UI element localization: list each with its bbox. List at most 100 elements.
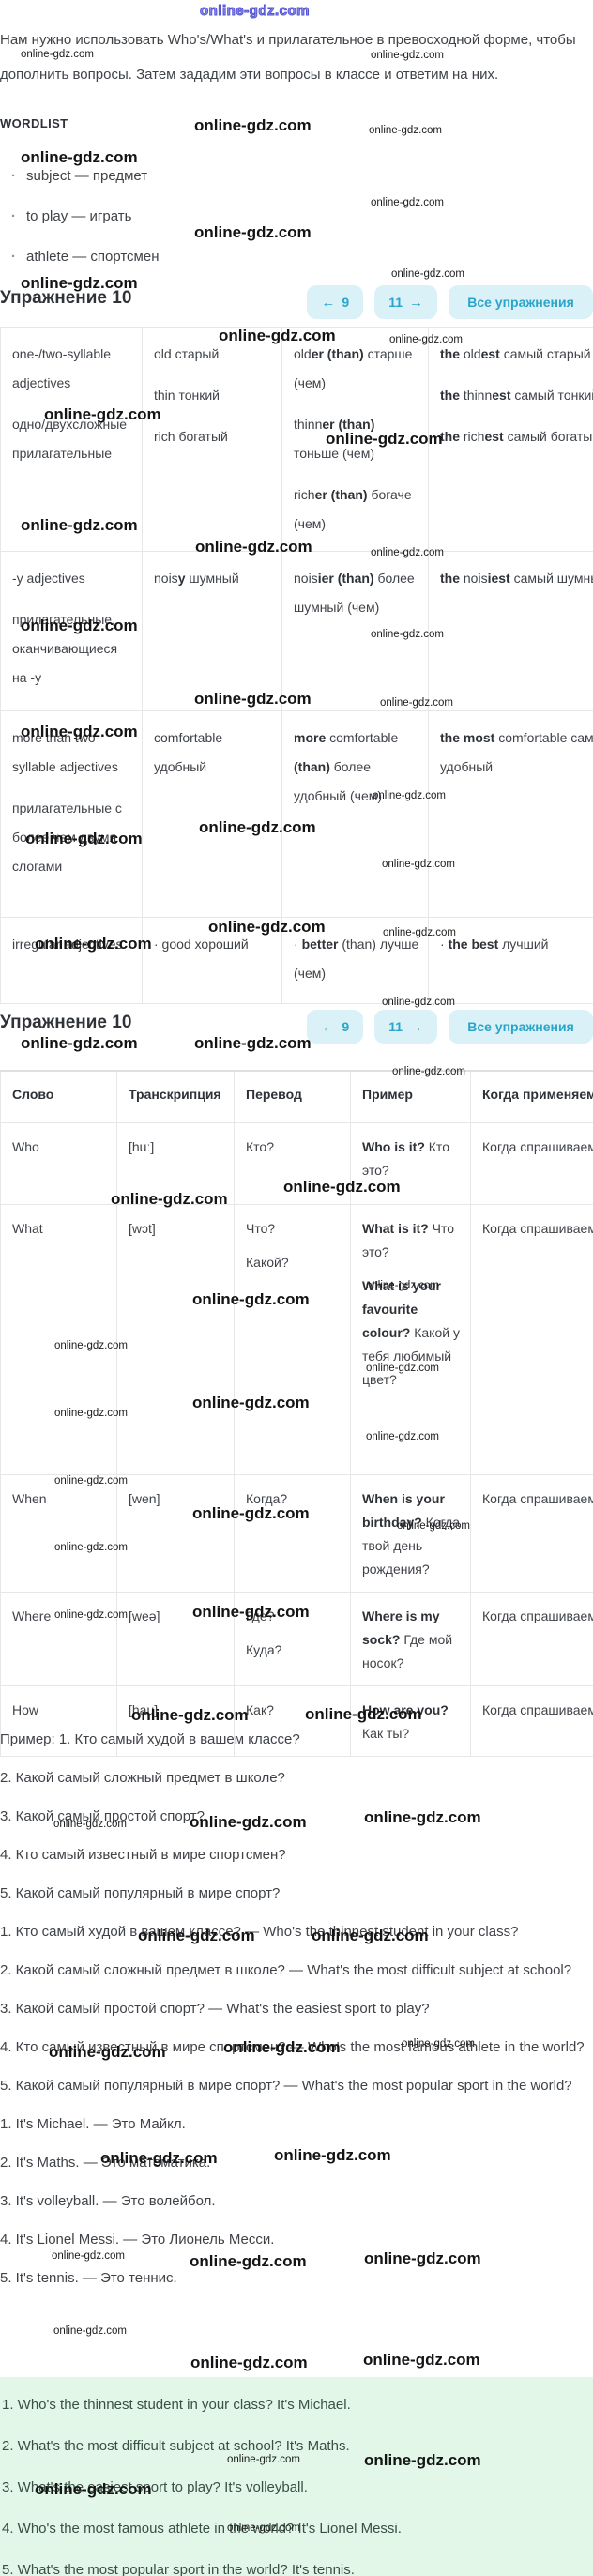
column-header: Транскрипция: [116, 1070, 235, 1123]
prev-exercise-number: 9: [342, 295, 350, 310]
arrow-left-icon: ←: [321, 294, 336, 311]
table-cell: the oldest самый старый the thinnest самы…: [428, 327, 593, 552]
table-cell: · the best лучший: [428, 917, 593, 1004]
table-cell: Where is my sock? Где мой носок?: [350, 1591, 471, 1686]
table-cell: [wen]: [116, 1473, 235, 1593]
prev-exercise-button[interactable]: ← 9: [307, 1010, 364, 1044]
next-exercise-button[interactable]: 11 →: [374, 285, 437, 319]
wordlist-item: athlete — спортсмен: [2, 246, 160, 268]
next-exercise-button[interactable]: 11 →: [374, 1010, 437, 1044]
highlighted-answer-line: 4. Who's the most famous athlete in the …: [2, 2521, 402, 2537]
table-cell: Что? Какой?: [234, 1203, 351, 1475]
answer-paragraph: 1. Кто самый худой в вашем классе? — Who…: [0, 1924, 519, 1940]
table-cell: Когда спрашиваем о предметах: [470, 1203, 593, 1475]
answer-paragraph: 2. Какой самый сложный предмет в школе?: [0, 1770, 285, 1786]
answer-paragraph: Пример: 1. Кто самый худой в вашем класс…: [0, 1731, 300, 1747]
exercise-title: Упражнение 10: [0, 288, 132, 308]
all-exercises-button[interactable]: Все упражнения: [449, 285, 593, 319]
table-cell: the noisiest самый шумный: [428, 551, 593, 711]
table-cell: · good хороший: [142, 917, 282, 1004]
table-cell: Когда спрашиваем о месте: [470, 1591, 593, 1686]
table-cell: more than two-syllable adjectives прилага…: [0, 710, 143, 918]
table-cell: -y adjectives прилагательные, оканчивающи…: [0, 551, 143, 711]
table-cell: older (than) старше (чем) thinner (than) …: [281, 327, 429, 552]
table-cell: Когда спрашиваем про людей: [470, 1121, 593, 1205]
prev-exercise-number: 9: [342, 1019, 350, 1034]
table-cell: · better (than) лучше (чем): [281, 917, 429, 1004]
table-cell: [huː]: [116, 1121, 235, 1205]
table-cell: Когда?: [234, 1473, 351, 1593]
exercise-header-1: Упражнение 10 ← 9 11 → Все упражнения: [0, 285, 593, 319]
watermark: online-gdz.com: [371, 197, 444, 208]
table-cell: How are you? Как ты?: [350, 1684, 471, 1757]
highlighted-answer-line: 5. What's the most popular sport in the …: [2, 2562, 355, 2576]
table-cell: noisy шумный: [142, 551, 282, 711]
highlighted-answer-line: 3. What's the easiest sport to play? It'…: [2, 2479, 308, 2495]
table-row: one-/two-syllable adjectives одно/двухсло…: [0, 327, 593, 552]
wordlist-item: to play — играть: [2, 206, 160, 228]
watermark: online-gdz.com: [369, 125, 442, 136]
wordlist-item: subject — предмет: [2, 165, 160, 188]
table-row: When [wen] Когда? When is your birthday? Ко…: [0, 1473, 593, 1593]
table-cell: [hau]: [116, 1684, 235, 1757]
table-cell: [weə]: [116, 1591, 235, 1686]
table-cell: the most comfortable самый удобный: [428, 710, 593, 918]
answer-paragraph: 4. Кто самый известный в мире спортсмен?: [0, 1847, 286, 1863]
table-cell: When is your birthday? Когда твой день р…: [350, 1473, 471, 1593]
table-row: Where [weə] Где? Куда? Where is my sock? Где…: [0, 1591, 593, 1686]
exercise-title: Упражнение 10: [0, 1013, 132, 1032]
table-row: Who [huː] Кто? Who is it? Кто это? Когда спр…: [0, 1121, 593, 1205]
question-words-table: Слово Транскрипция Перевод Пример Когда прим…: [0, 1070, 593, 1757]
answer-paragraph: 1. It's Michael. — Это Майкл.: [0, 2116, 186, 2132]
arrow-right-icon: →: [409, 1018, 423, 1035]
arrow-left-icon: ←: [321, 1018, 336, 1035]
highlighted-answer-line: 2. What's the most difficult subject at …: [2, 2438, 350, 2454]
watermark: online-gdz.com: [190, 2354, 308, 2371]
answer-paragraph: 2. Какой самый сложный предмет в школе? …: [0, 1962, 572, 1978]
table-cell: Когда спрашиваем: [470, 1684, 593, 1757]
table-cell: Where: [0, 1591, 117, 1686]
table-cell: irregular adjectives: [0, 917, 143, 1004]
column-header: Перевод: [234, 1070, 351, 1123]
table-cell: [wɔt]: [116, 1203, 235, 1475]
table-row: more than two-syllable adjectives прилага…: [0, 710, 593, 918]
exercise-header-2: Упражнение 10 ← 9 11 → Все упражнения: [0, 1010, 593, 1044]
answer-paragraph: 3. It's volleyball. — Это волейбол.: [0, 2193, 216, 2209]
answer-block: 1. Who's the thinnest student in your cl…: [0, 2377, 593, 2576]
answer-paragraph: 4. It's Lionel Messi. — Это Лионель Месс…: [0, 2232, 275, 2248]
table-row: How [hau] Как? How are you? Как ты? Когда сп…: [0, 1684, 593, 1757]
watermark: online-gdz.com: [200, 3, 311, 20]
answer-paragraph: 4. Кто самый известный в мире спортсмен?…: [0, 2039, 585, 2055]
exercise-nav: ← 9 11 → Все упражнения: [307, 1010, 593, 1044]
table-row: What [wɔt] Что? Какой? What is it? Что это? W…: [0, 1203, 593, 1475]
table-cell: Кто?: [234, 1121, 351, 1205]
wordlist-title: WORDLIST: [0, 116, 68, 130]
next-exercise-number: 11: [388, 1019, 403, 1034]
table-cell: Who: [0, 1121, 117, 1205]
answer-paragraph: 5. It's tennis. — Это теннис.: [0, 2270, 177, 2286]
answer-paragraph: 5. Какой самый популярный в мире спорт?: [0, 1885, 281, 1901]
table-cell: Где? Куда?: [234, 1591, 351, 1686]
answer-paragraph: 3. Какой самый простой спорт?: [0, 1808, 205, 1824]
answer-paragraph: 2. It's Maths. — Это математика.: [0, 2155, 211, 2171]
watermark: online-gdz.com: [194, 116, 312, 134]
table-cell: noisier (than) более шумный (чем): [281, 551, 429, 711]
table-cell: Who is it? Кто это?: [350, 1121, 471, 1205]
answers-section: Пример: 1. Кто самый худой в вашем класс…: [0, 1725, 591, 2302]
all-exercises-button[interactable]: Все упражнения: [449, 1010, 593, 1044]
watermark: online-gdz.com: [21, 148, 138, 166]
table-cell: more comfortable (than) более удобный (ч…: [281, 710, 429, 918]
exercise-nav: ← 9 11 → Все упражнения: [307, 285, 593, 319]
watermark: online-gdz.com: [53, 2325, 127, 2337]
answer-paragraph: 5. Какой самый популярный в мире спорт? …: [0, 2078, 572, 2094]
table-cell: old старый thin тонкий rich богатый: [142, 327, 282, 552]
table-row: -y adjectives прилагательные, оканчивающи…: [0, 551, 593, 711]
table-cell: comfortable удобный: [142, 710, 282, 918]
column-header: Когда применяем: [470, 1070, 593, 1123]
watermark: online-gdz.com: [194, 223, 312, 241]
table-cell: one-/two-syllable adjectives одно/двухсло…: [0, 327, 143, 552]
column-header: Слово: [0, 1070, 117, 1123]
prev-exercise-button[interactable]: ← 9: [307, 285, 364, 319]
highlighted-answer-line: 1. Who's the thinnest student in your cl…: [2, 2397, 351, 2413]
